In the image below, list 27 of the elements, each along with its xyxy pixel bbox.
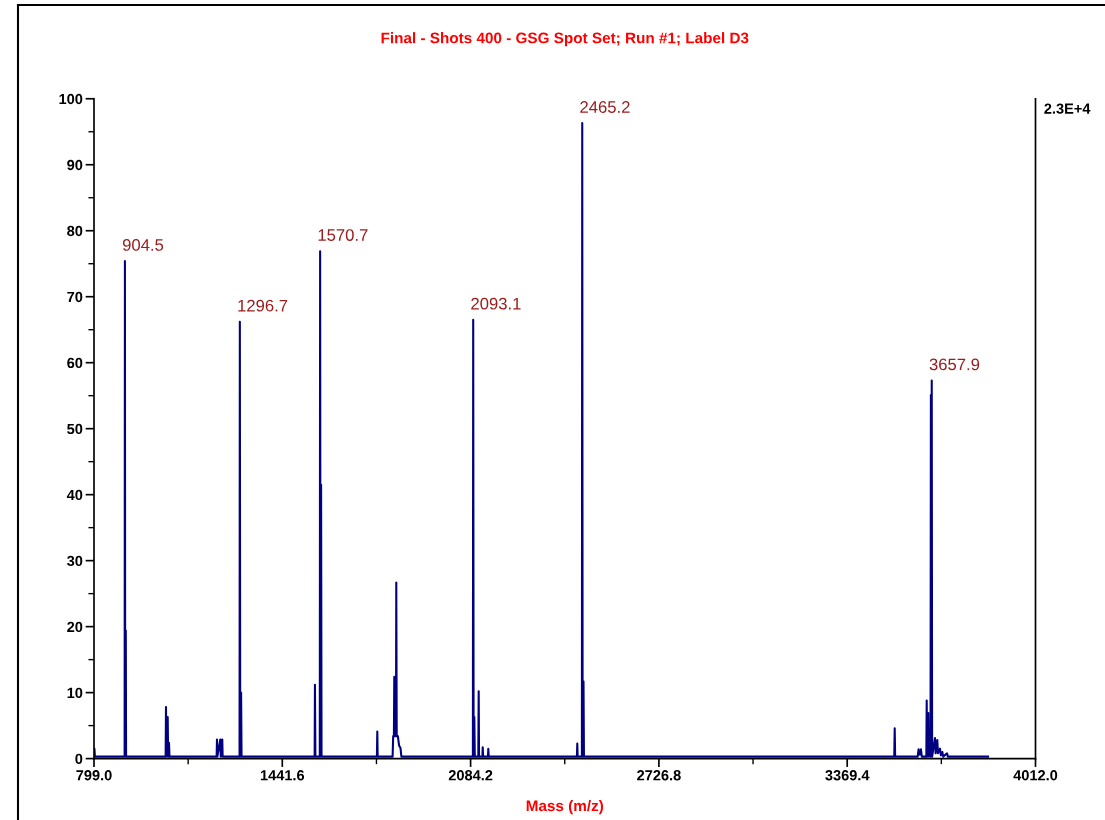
annotation: 1296.7 [238, 299, 288, 312]
x-tick-label: 3369.4 [825, 770, 870, 781]
annotation: 2465.2 [580, 101, 630, 113]
y-tick-label: 80 [67, 225, 83, 237]
y-tick-label: 0 [75, 753, 83, 765]
line-series [94, 122, 990, 758]
chart-title: Final - Shots 400 - GSG Spot Set; Run #1; Label D3 [381, 32, 749, 47]
annotation: 904.5 [122, 239, 164, 251]
annotation: 1570.7 [318, 229, 368, 241]
y-tick-label: 90 [67, 159, 83, 171]
x-tick-label: 799.0 [76, 770, 112, 781]
y-tick-label: 30 [67, 555, 83, 567]
x-tick-label: 2726.8 [637, 770, 681, 781]
x-tick-label: 1441.6 [260, 770, 305, 781]
x-tick-label: 4012.0 [1013, 770, 1058, 781]
y-tick-label: 60 [67, 357, 83, 369]
x-tick-label: 2084.2 [448, 770, 493, 781]
y-tick-label: 100 [59, 93, 83, 105]
y-tick-label: 50 [67, 423, 83, 435]
text: 2.3E+4 [1044, 103, 1091, 114]
y-tick-label: 20 [67, 621, 83, 633]
x-axis-title: Mass (m/z) [526, 799, 604, 815]
y-tick-label: 10 [67, 687, 83, 699]
annotation: 3657.9 [929, 358, 980, 371]
annotation: 2093.1 [471, 297, 521, 310]
y-tick-label: 70 [67, 291, 83, 303]
y-tick-label: 40 [66, 489, 83, 501]
